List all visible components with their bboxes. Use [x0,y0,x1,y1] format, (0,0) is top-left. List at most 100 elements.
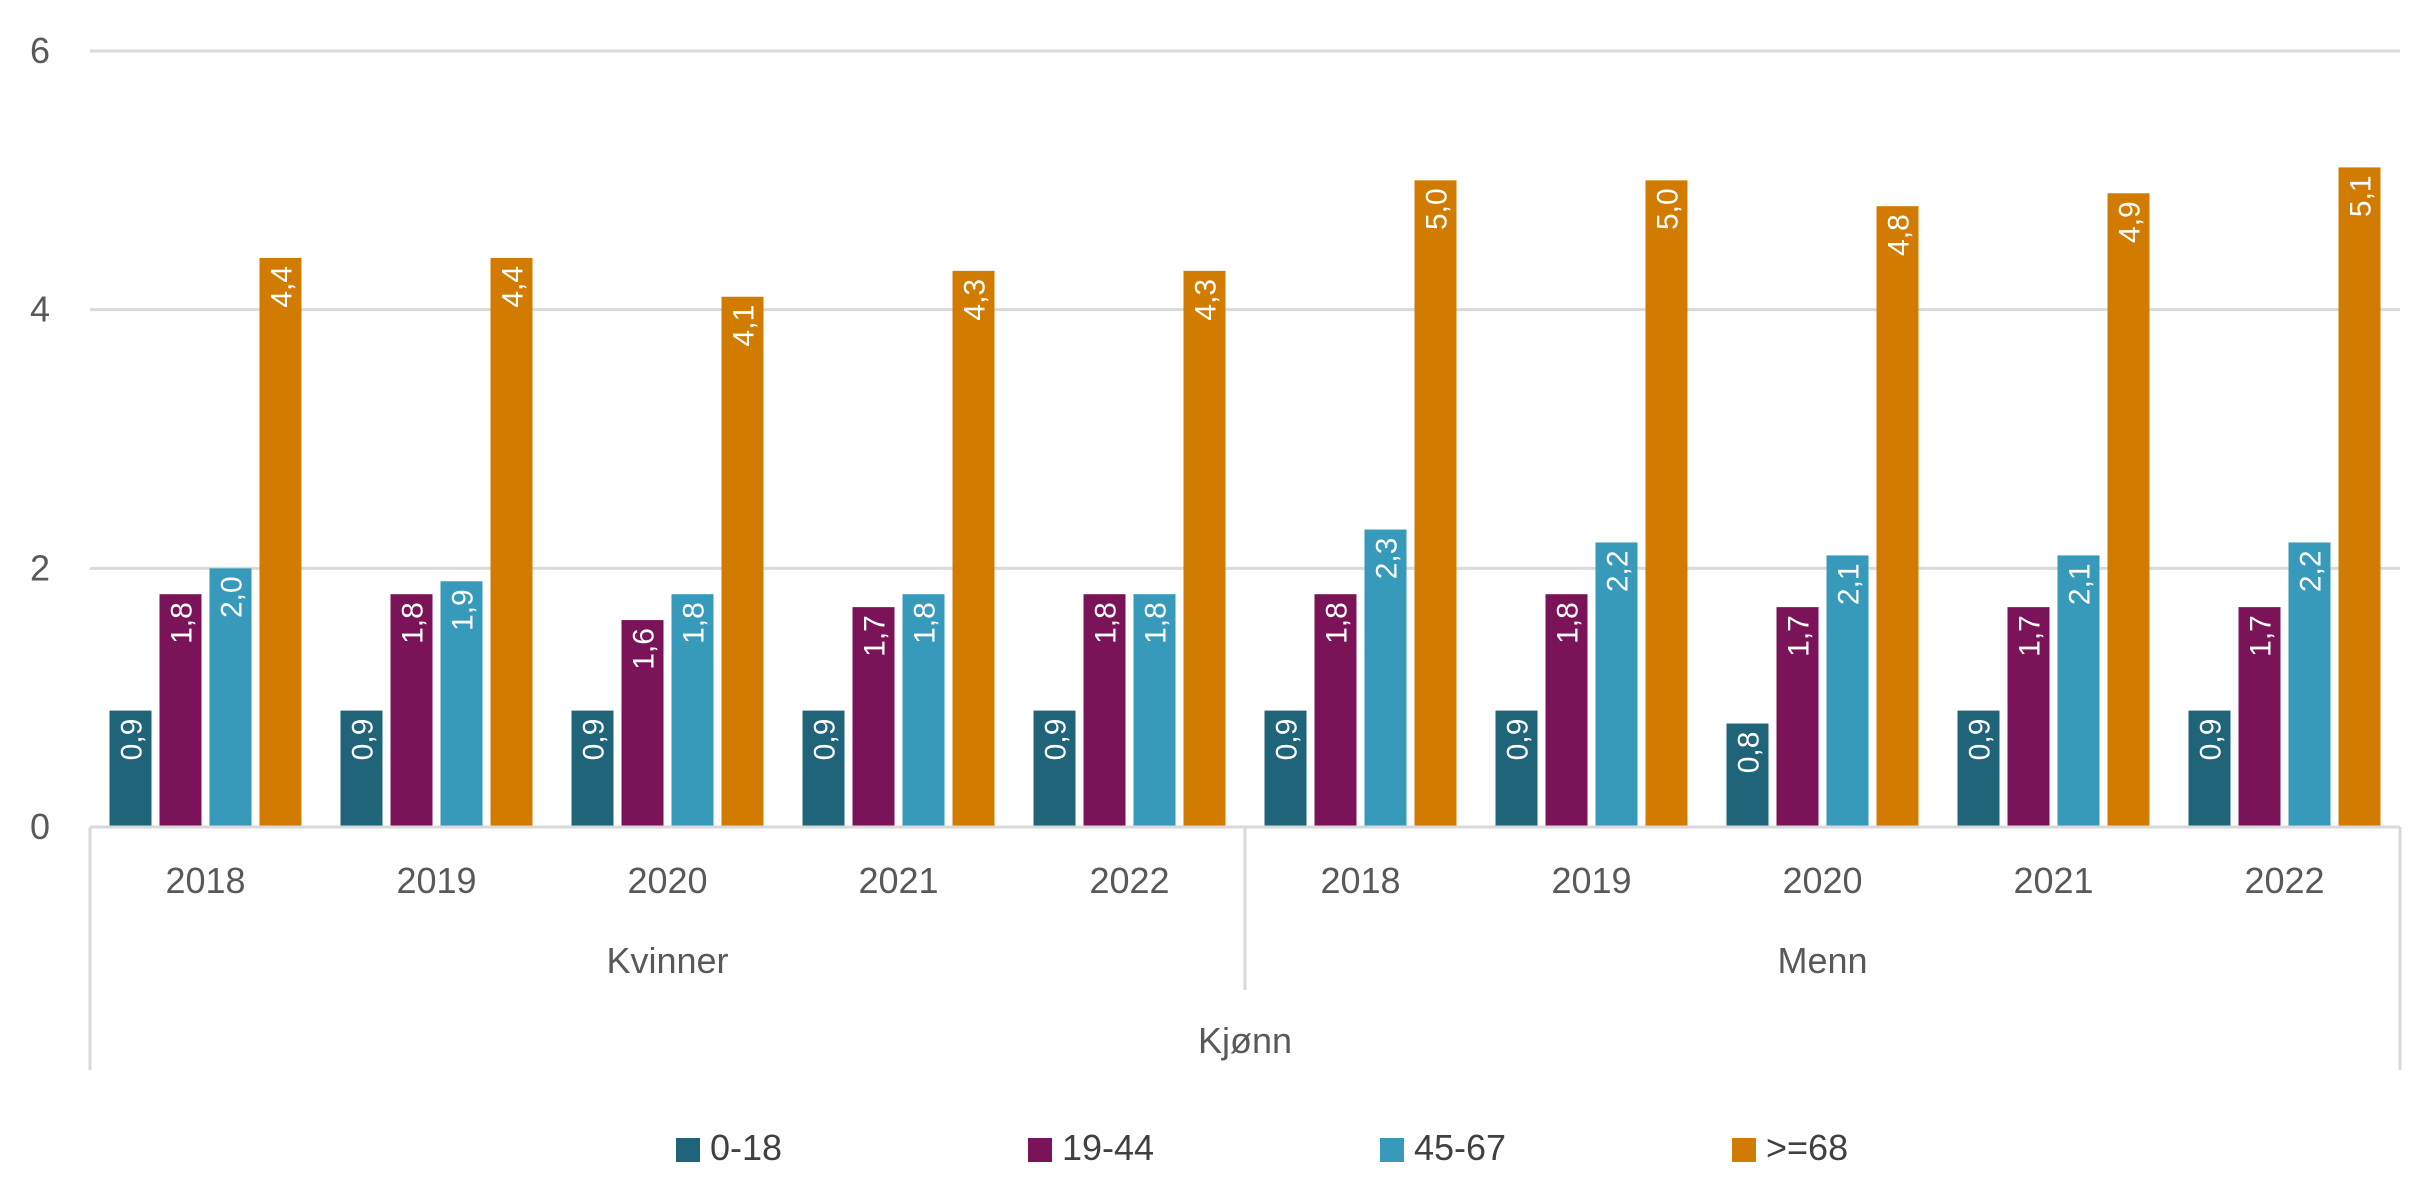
data-label: 2,1 [1833,563,1866,605]
data-label: 4,9 [2114,201,2147,243]
legend-swatch [1028,1138,1052,1162]
data-label: 5,0 [1652,188,1685,230]
bar [721,296,764,827]
bar [1826,555,1869,827]
data-label: 1,8 [678,602,711,644]
data-label: 2,2 [2295,550,2328,592]
data-label: 0,9 [347,719,380,761]
legend-label: 45-67 [1414,1127,1506,1168]
legend-swatch [1732,1138,1756,1162]
data-label: 0,9 [1271,719,1304,761]
data-label: 1,8 [1090,602,1123,644]
legend-swatch [676,1138,700,1162]
bar [621,620,664,827]
data-label: 1,8 [166,602,199,644]
x-tick-label: 2019 [1551,860,1631,901]
data-label: 1,8 [909,602,942,644]
bar [852,607,895,827]
data-label: 4,8 [1883,214,1916,256]
bar [490,257,533,827]
bar [2338,167,2381,827]
data-label: 4,3 [959,279,992,321]
data-label: 4,3 [1190,279,1223,321]
data-label: 4,1 [728,305,761,347]
bar [159,594,202,827]
data-label: 1,7 [1783,615,1816,657]
y-tick-label: 2 [30,547,50,588]
bar [390,594,433,827]
legend-label: 0-18 [710,1127,782,1168]
bar [109,710,152,827]
legend: 0-18 19-44 45-67 >=68 [676,1127,1848,1168]
data-label: 1,7 [2245,615,2278,657]
bar [1133,594,1176,827]
group-label: Menn [1777,940,1867,981]
bar [2007,607,2050,827]
data-label: 1,8 [1321,602,1354,644]
bar [571,710,614,827]
data-label: 1,6 [628,628,661,670]
bar [1545,594,1588,827]
bar [2107,193,2150,827]
bar [671,594,714,827]
bar [952,270,995,827]
bar [2288,542,2331,827]
bar [2057,555,2100,827]
bar [1083,594,1126,827]
bar [1957,710,2000,827]
bar [2188,710,2231,827]
bar [259,257,302,827]
x-tick-label: 2021 [2013,860,2093,901]
bar [1314,594,1357,827]
y-axis-ticks: 0 2 4 6 [30,30,50,847]
bar [1876,206,1919,827]
data-label: 4,4 [266,266,299,308]
legend-item: >=68 [1732,1127,1848,1168]
x-tick-label: 2020 [627,860,707,901]
x-tick-label: 2019 [396,860,476,901]
bar [1776,607,1819,827]
data-label: 2,0 [216,576,249,618]
bar [1264,710,1307,827]
x-tick-label: 2018 [1320,860,1400,901]
x-tick-label: 2021 [858,860,938,901]
data-label: 1,8 [1140,602,1173,644]
bar [1364,529,1407,827]
bar [1033,710,1076,827]
data-label: 0,9 [578,719,611,761]
data-label: 4,4 [497,266,530,308]
data-label: 1,7 [859,615,892,657]
bar [1595,542,1638,827]
legend-item: 19-44 [1028,1127,1154,1168]
legend-swatch [1380,1138,1404,1162]
data-label: 1,8 [1552,602,1585,644]
bar [1495,710,1538,827]
x-tick-label: 2022 [2244,860,2324,901]
bar [1183,270,1226,827]
legend-item: 0-18 [676,1127,782,1168]
y-tick-label: 4 [30,289,50,330]
bar [902,594,945,827]
bar [1726,723,1769,827]
axis-group-label: Kjønn [1198,1020,1292,1061]
data-label: 0,9 [2195,719,2228,761]
group-label: Kvinner [606,940,728,981]
data-label: 2,1 [2064,563,2097,605]
legend-label: 19-44 [1062,1127,1154,1168]
bar [802,710,845,827]
data-label: 0,9 [1964,719,1997,761]
data-label: 0,9 [1040,719,1073,761]
data-label: 2,3 [1371,538,1404,580]
x-tick-label: 2018 [165,860,245,901]
data-label: 5,0 [1421,188,1454,230]
bar [209,568,252,827]
x-tick-label: 2022 [1089,860,1169,901]
bar [1414,180,1457,828]
x-tick-label: 2020 [1782,860,1862,901]
data-label: 0,9 [1502,719,1535,761]
data-label: 0,8 [1733,732,1766,774]
data-label: 5,1 [2345,175,2378,217]
bar [2238,607,2281,827]
data-label: 1,9 [447,589,480,631]
